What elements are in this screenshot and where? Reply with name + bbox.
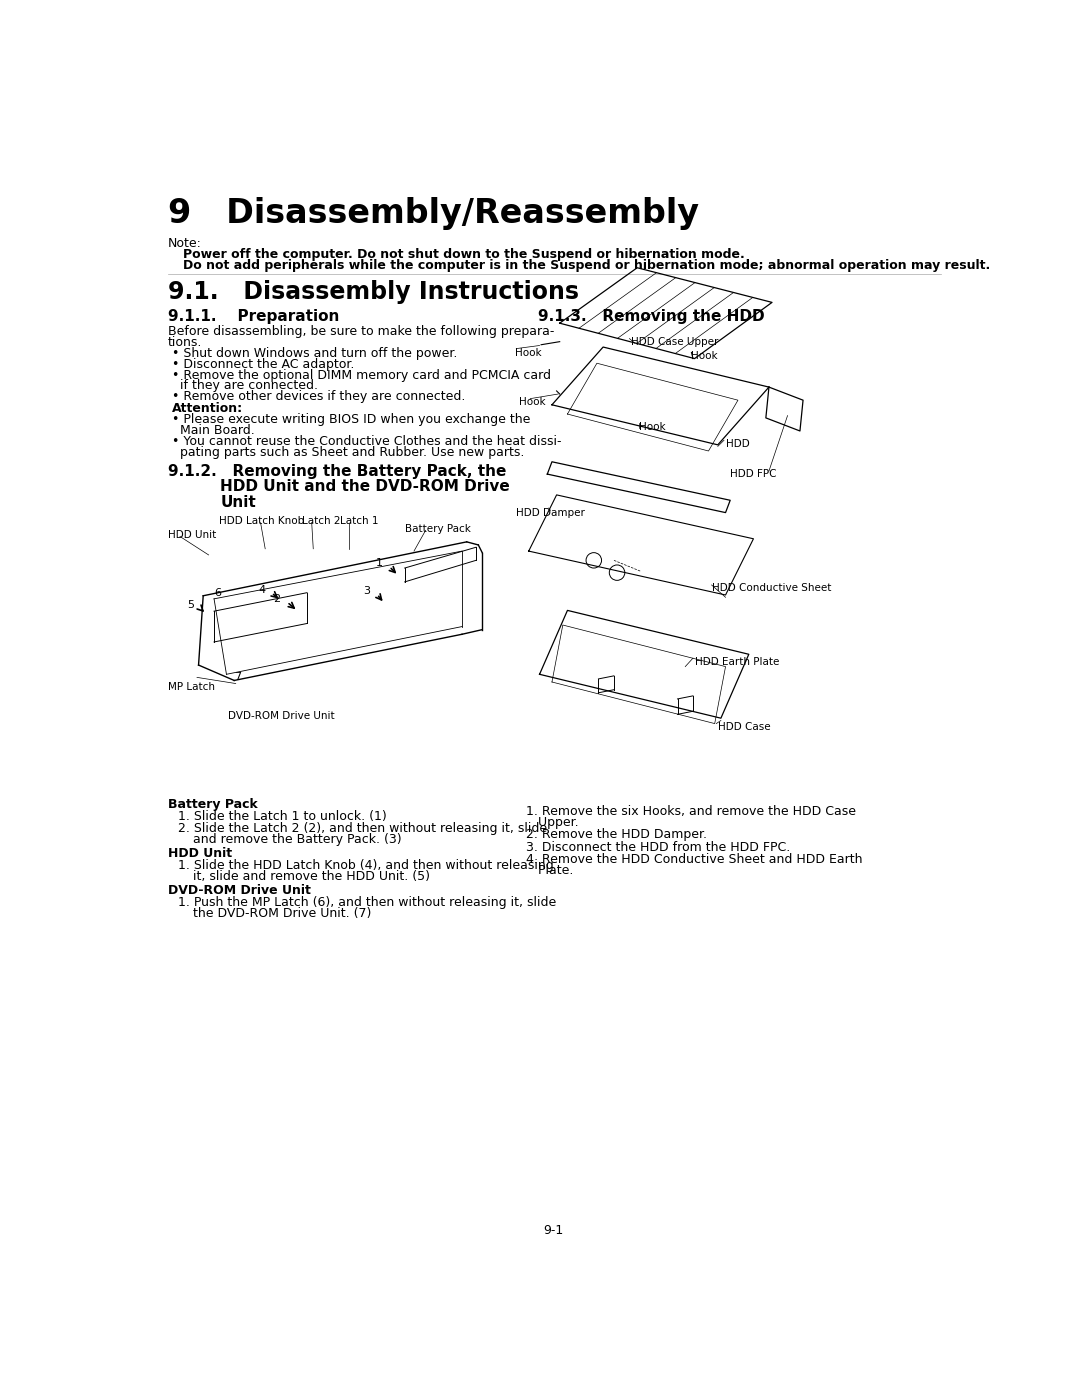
Text: HDD Damper: HDD Damper xyxy=(516,509,585,518)
Text: 7: 7 xyxy=(234,672,241,682)
Text: 6: 6 xyxy=(214,588,221,598)
Text: Note:: Note: xyxy=(167,237,202,250)
Text: HDD Conductive Sheet: HDD Conductive Sheet xyxy=(713,584,832,594)
Text: 9.1.2.   Removing the Battery Pack, the: 9.1.2. Removing the Battery Pack, the xyxy=(167,464,505,479)
Text: Latch 1: Latch 1 xyxy=(340,517,379,527)
Text: HDD Earth Plate: HDD Earth Plate xyxy=(694,657,779,666)
Text: Latch 2: Latch 2 xyxy=(301,517,340,527)
Text: Hook: Hook xyxy=(518,397,545,407)
Text: 1. Slide the Latch 1 to unlock. (1): 1. Slide the Latch 1 to unlock. (1) xyxy=(177,810,387,823)
Text: 1. Push the MP Latch (6), and then without releasing it, slide: 1. Push the MP Latch (6), and then witho… xyxy=(177,895,556,909)
Text: if they are connected.: if they are connected. xyxy=(172,380,319,393)
Text: 9.1.1.    Preparation: 9.1.1. Preparation xyxy=(167,309,339,324)
Text: HDD Latch Knob: HDD Latch Knob xyxy=(218,517,303,527)
Text: • Shut down Windows and turn off the power.: • Shut down Windows and turn off the pow… xyxy=(172,346,458,360)
Text: 1. Slide the HDD Latch Knob (4), and then without releasing: 1. Slide the HDD Latch Knob (4), and the… xyxy=(177,859,553,872)
Text: Hook: Hook xyxy=(691,351,718,360)
Text: the DVD-ROM Drive Unit. (7): the DVD-ROM Drive Unit. (7) xyxy=(193,907,372,919)
Text: 9-1: 9-1 xyxy=(543,1224,564,1238)
Text: Do not add peripherals while the computer is in the Suspend or hibernation mode;: Do not add peripherals while the compute… xyxy=(183,260,990,272)
Text: HDD FPC: HDD FPC xyxy=(730,469,777,479)
Text: Power off the computer. Do not shut down to the Suspend or hibernation mode.: Power off the computer. Do not shut down… xyxy=(183,249,745,261)
Text: Battery Pack: Battery Pack xyxy=(167,798,257,810)
Text: Upper.: Upper. xyxy=(526,816,579,828)
Text: • You cannot reuse the Conductive Clothes and the heat dissi-: • You cannot reuse the Conductive Clothe… xyxy=(172,434,562,448)
Text: MP Latch: MP Latch xyxy=(167,682,215,692)
Text: Before disassembling, be sure to make the following prepara-: Before disassembling, be sure to make th… xyxy=(167,326,554,338)
Text: 3. Disconnect the HDD from the HDD FPC.: 3. Disconnect the HDD from the HDD FPC. xyxy=(526,841,791,854)
Text: Battery Pack: Battery Pack xyxy=(405,524,471,534)
Text: DVD-ROM Drive Unit: DVD-ROM Drive Unit xyxy=(167,884,310,897)
Text: DVD-ROM Drive Unit: DVD-ROM Drive Unit xyxy=(228,711,335,721)
Text: 4: 4 xyxy=(258,584,266,595)
Text: 9.1.3.   Removing the HDD: 9.1.3. Removing the HDD xyxy=(538,309,765,324)
Text: 1. Remove the six Hooks, and remove the HDD Case: 1. Remove the six Hooks, and remove the … xyxy=(526,805,856,819)
Text: 5: 5 xyxy=(187,599,194,610)
Text: HDD Unit: HDD Unit xyxy=(167,847,232,859)
Text: 9.1.   Disassembly Instructions: 9.1. Disassembly Instructions xyxy=(167,279,579,305)
Text: 3: 3 xyxy=(364,587,370,597)
Text: 9   Disassembly/Reassembly: 9 Disassembly/Reassembly xyxy=(167,197,699,231)
Text: Plate.: Plate. xyxy=(526,863,573,877)
Text: pating parts such as Sheet and Rubber. Use new parts.: pating parts such as Sheet and Rubber. U… xyxy=(172,446,525,458)
Text: • Please execute writing BIOS ID when you exchange the: • Please execute writing BIOS ID when yo… xyxy=(172,414,530,426)
Text: it, slide and remove the HDD Unit. (5): it, slide and remove the HDD Unit. (5) xyxy=(193,870,430,883)
Text: HDD Case Upper: HDD Case Upper xyxy=(631,337,718,346)
Text: • Disconnect the AC adaptor.: • Disconnect the AC adaptor. xyxy=(172,358,354,370)
Text: 4. Remove the HDD Conductive Sheet and HDD Earth: 4. Remove the HDD Conductive Sheet and H… xyxy=(526,854,863,866)
Text: and remove the Battery Pack. (3): and remove the Battery Pack. (3) xyxy=(193,833,402,847)
Text: • Remove the optional DIMM memory card and PCMCIA card: • Remove the optional DIMM memory card a… xyxy=(172,369,551,381)
Text: 1: 1 xyxy=(376,559,383,569)
Text: HDD Unit: HDD Unit xyxy=(167,531,216,541)
Text: 2: 2 xyxy=(273,594,281,604)
Text: • Remove other devices if they are connected.: • Remove other devices if they are conne… xyxy=(172,390,465,404)
Text: Hook: Hook xyxy=(515,348,541,358)
Text: 2. Remove the HDD Damper.: 2. Remove the HDD Damper. xyxy=(526,828,707,841)
Text: Unit: Unit xyxy=(220,495,256,510)
Text: tions.: tions. xyxy=(167,335,202,348)
Text: Main Board.: Main Board. xyxy=(172,425,255,437)
Text: HDD Case: HDD Case xyxy=(718,722,770,732)
Text: HDD Unit and the DVD-ROM Drive: HDD Unit and the DVD-ROM Drive xyxy=(220,479,510,495)
Text: HDD: HDD xyxy=(726,439,750,448)
Text: Hook: Hook xyxy=(638,422,665,432)
Text: 2. Slide the Latch 2 (2), and then without releasing it, slide: 2. Slide the Latch 2 (2), and then witho… xyxy=(177,823,546,835)
Text: Attention:: Attention: xyxy=(172,402,243,415)
